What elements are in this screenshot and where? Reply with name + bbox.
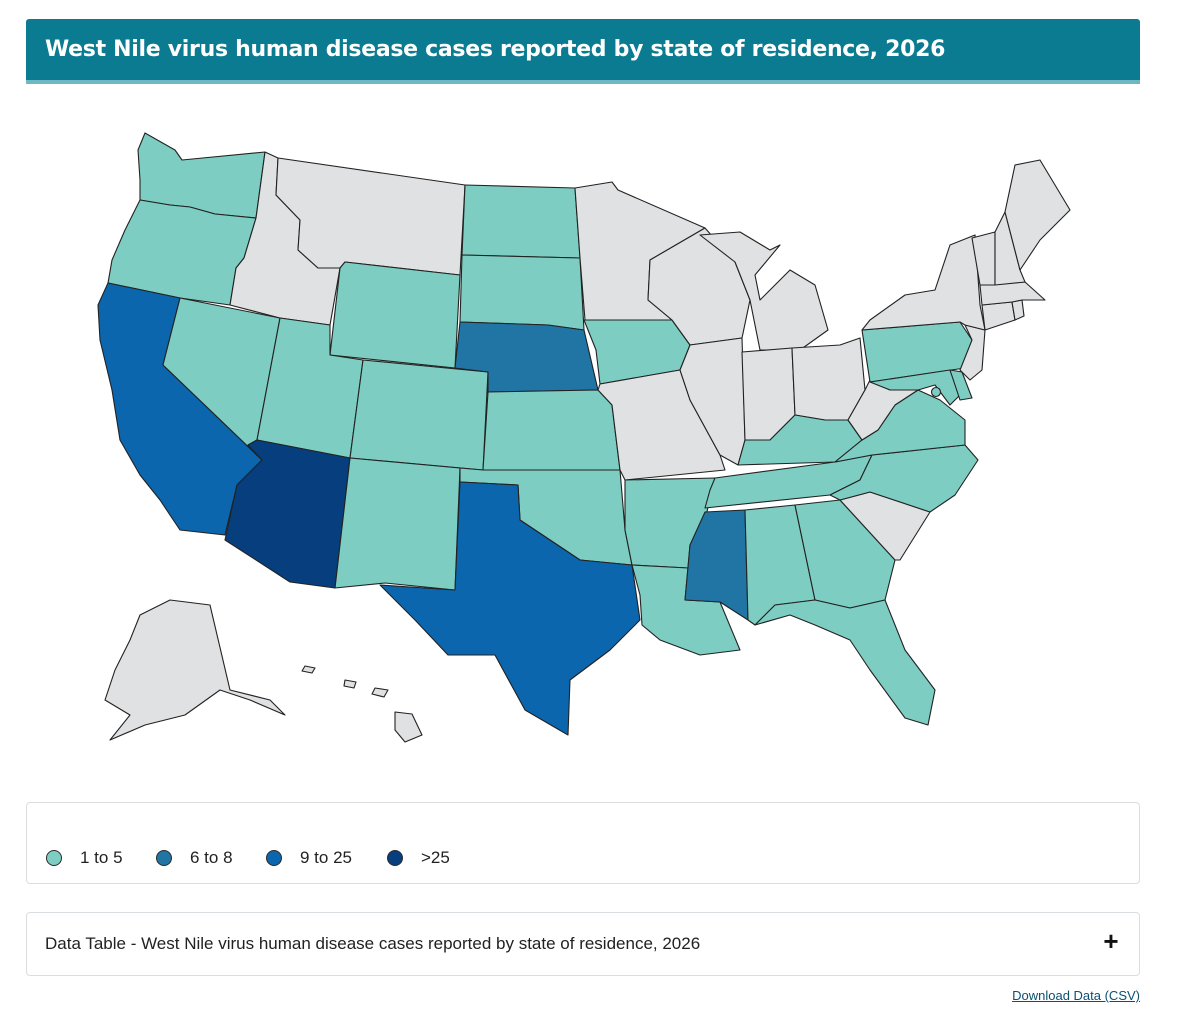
state-sd[interactable] xyxy=(459,254,585,331)
state-nh[interactable] xyxy=(994,211,1026,286)
legend-label: 6 to 8 xyxy=(190,848,233,867)
state-oh[interactable] xyxy=(791,337,866,421)
state-mt[interactable] xyxy=(275,157,466,276)
legend-label: >25 xyxy=(421,848,450,867)
legend: 1 to 5 6 to 8 9 to 25 >25 xyxy=(26,802,1140,884)
state-ny[interactable] xyxy=(861,234,986,331)
legend-swatch xyxy=(266,850,282,866)
state-nd[interactable] xyxy=(461,184,581,259)
state-mi[interactable] xyxy=(699,231,829,351)
legend-swatch xyxy=(156,850,172,866)
legend-item-6-to-8[interactable]: 6 to 8 xyxy=(156,848,233,868)
state-de[interactable] xyxy=(949,369,973,401)
legend-swatch xyxy=(387,850,403,866)
state-wy[interactable] xyxy=(329,261,461,369)
legend-item-1-to-5[interactable]: 1 to 5 xyxy=(46,848,123,868)
title-bar: West Nile virus human disease cases repo… xyxy=(26,19,1140,84)
state-dc[interactable] xyxy=(930,386,942,398)
state-co[interactable] xyxy=(349,359,489,471)
state-tx[interactable] xyxy=(379,481,641,736)
page-title: West Nile virus human disease cases repo… xyxy=(45,37,946,62)
expand-plus-icon[interactable]: + xyxy=(1103,926,1119,956)
legend-item-over-25[interactable]: >25 xyxy=(387,848,450,868)
download-csv-link[interactable]: Download Data (CSV) xyxy=(1012,988,1140,1003)
data-table-title: Data Table - West Nile virus human disea… xyxy=(45,934,701,953)
legend-label: 1 to 5 xyxy=(80,848,123,867)
state-hi[interactable] xyxy=(301,665,423,743)
us-map xyxy=(40,120,1140,760)
state-fl[interactable] xyxy=(754,599,936,726)
state-nc[interactable] xyxy=(829,444,979,513)
legend-item-9-to-25[interactable]: 9 to 25 xyxy=(266,848,352,868)
legend-swatch xyxy=(46,850,62,866)
state-me[interactable] xyxy=(1004,159,1071,271)
state-ak[interactable] xyxy=(104,599,286,741)
state-nm[interactable] xyxy=(334,457,461,591)
data-table-accordion[interactable]: Data Table - West Nile virus human disea… xyxy=(26,912,1140,976)
state-ct[interactable] xyxy=(981,301,1016,331)
us-map-svg xyxy=(97,132,1071,743)
legend-label: 9 to 25 xyxy=(300,848,352,867)
state-ks[interactable] xyxy=(482,389,621,471)
